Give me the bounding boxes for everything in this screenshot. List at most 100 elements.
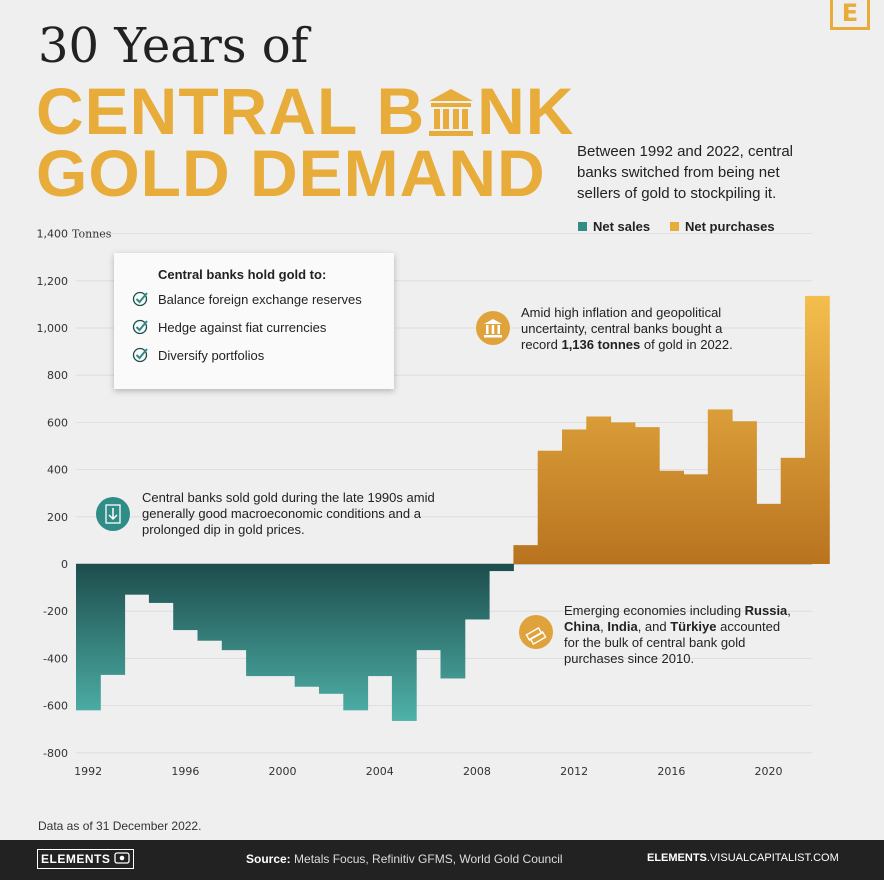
y-tick-label: 1,400 — [37, 228, 69, 241]
reason-text: Hedge against fiat currencies — [158, 320, 327, 335]
country-china: China — [564, 619, 601, 634]
legend-net-sales: Net sales — [578, 219, 650, 234]
x-tick-label: 2012 — [560, 765, 588, 778]
x-tick-label: 2016 — [657, 765, 685, 778]
bar-2012 — [562, 429, 587, 564]
y-tick-label: -600 — [43, 700, 68, 713]
bank-icon — [429, 89, 474, 136]
title-line2: GOLD DEMAND — [36, 136, 546, 210]
footer-brand: ELEMENTS — [37, 849, 135, 869]
bar-2005 — [391, 564, 417, 721]
y-tick-label: -400 — [43, 652, 68, 665]
y-tick-label: -200 — [43, 605, 68, 618]
footer-brand-text: ELEMENTS — [41, 852, 111, 866]
footer-url-rest: .VISUALCAPITALIST.COM — [706, 852, 839, 864]
bar-2008 — [464, 564, 490, 620]
bar-2020 — [756, 503, 782, 564]
checkmark-icon — [132, 319, 148, 335]
bar-1996 — [173, 564, 198, 631]
y-tick-label: 1,000 — [37, 322, 69, 335]
gold-bars-icon — [519, 615, 553, 649]
bar-2006 — [416, 564, 441, 651]
bar-2009 — [489, 564, 514, 572]
note-emerging-sep1: , — [787, 603, 791, 618]
bar-2000 — [270, 564, 296, 677]
legend-swatch-sales — [578, 222, 587, 231]
bar-2003 — [343, 564, 369, 711]
reasons-box: Central banks hold gold to: Balance fore… — [114, 253, 394, 389]
bar-2011 — [537, 450, 563, 564]
bar-1998 — [221, 564, 247, 651]
gold-demand-chart: -800 -600 -400 -200 0 200 400 600 800 1,000 1,200 1… — [37, 228, 830, 778]
checkmark-icon — [132, 347, 148, 363]
trend-down-icon — [96, 497, 130, 531]
note-record: Amid high inflation and geopolitical unc… — [521, 305, 761, 353]
bar-2016 — [659, 470, 684, 564]
title-line1: CENTRAL B NK — [36, 78, 574, 144]
source-text: Metals Focus, Refinitiv GFMS, World Gold… — [290, 852, 563, 866]
bar-2015 — [634, 427, 660, 564]
bar-2002 — [319, 564, 344, 694]
bar-2021 — [780, 457, 806, 564]
y-tick-label: 1,200 — [37, 275, 69, 288]
legend-purchases-label: Net purchases — [685, 219, 775, 234]
reason-item: Hedge against fiat currencies — [132, 319, 394, 348]
bar-1994 — [124, 564, 150, 595]
x-tick-label: 2000 — [269, 765, 297, 778]
bank-badge-icon — [476, 311, 510, 345]
note-emerging-sep2: , — [600, 619, 608, 634]
x-tick-label: 2004 — [366, 765, 394, 778]
country-india: India — [607, 619, 638, 634]
note-record-text-a: Amid high inflation and geopolitical unc… — [521, 305, 723, 352]
bar-2018 — [707, 409, 733, 564]
bars — [76, 295, 830, 721]
reasons-title: Central banks hold gold to: — [158, 267, 327, 282]
x-tick-label: 2020 — [755, 765, 783, 778]
bar-1992 — [76, 564, 101, 711]
note-emerging-text-c: accounted for the bulk of central bank g… — [564, 619, 781, 666]
bar-2017 — [683, 474, 709, 564]
footnote: Data as of 31 December 2022. — [38, 819, 202, 833]
title-top: 30 Years of — [38, 18, 309, 74]
x-axis: 1992 1996 2000 2004 2008 2012 2016 2020 — [74, 765, 782, 778]
eye-icon — [114, 852, 130, 864]
reason-text: Diversify portfolios — [158, 348, 265, 363]
country-turkiye: Türkiye — [670, 619, 717, 634]
bar-2019 — [732, 421, 757, 564]
footer-bar: ELEMENTS Source: Metals Focus, Refinitiv… — [0, 840, 884, 880]
reason-item: Balance foreign exchange reserves — [132, 291, 394, 320]
bar-2013 — [586, 416, 612, 564]
elements-logo: E — [830, 0, 870, 30]
bar-1995 — [148, 564, 174, 603]
checkmark-icon — [132, 291, 148, 307]
y-axis: -800 -600 -400 -200 0 200 400 600 800 1,000 1,200 1… — [37, 228, 112, 760]
x-tick-label: 1996 — [171, 765, 199, 778]
footer-url[interactable]: ELEMENTS.VISUALCAPITALIST.COM — [647, 852, 839, 864]
legend-swatch-purchases — [670, 222, 679, 231]
y-tick-label: 0 — [61, 558, 68, 571]
legend-net-purchases: Net purchases — [670, 219, 775, 234]
note-record-highlight: 1,136 tonnes — [561, 337, 641, 352]
note-record-text-c: of gold in 2022. — [640, 337, 733, 352]
footer-url-bold: ELEMENTS — [647, 852, 707, 864]
bar-2010 — [513, 545, 539, 564]
reason-item: Diversify portfolios — [132, 347, 394, 376]
bar-1993 — [100, 564, 126, 675]
bar-1999 — [246, 564, 271, 677]
note-emerging-text-a: Emerging economies including — [564, 603, 745, 618]
source-label: Source: — [246, 852, 291, 866]
y-tick-label: 800 — [47, 369, 68, 382]
x-tick-label: 2008 — [463, 765, 491, 778]
y-tick-label: 200 — [47, 511, 68, 524]
note-sold: Central banks sold gold during the late … — [142, 490, 435, 537]
subtitle: Between 1992 and 2022, central banks swi… — [577, 143, 793, 202]
bar-2001 — [294, 564, 320, 687]
y-tick-label: -800 — [43, 747, 68, 760]
title-line1-text-a: CENTRAL B — [36, 74, 426, 148]
bar-1997 — [197, 564, 223, 641]
bar-2022 — [805, 295, 830, 564]
bar-2007 — [440, 564, 466, 679]
legend-sales-label: Net sales — [593, 219, 651, 234]
footer-source: Source: Metals Focus, Refinitiv GFMS, Wo… — [246, 852, 563, 866]
bar-2004 — [367, 564, 393, 677]
